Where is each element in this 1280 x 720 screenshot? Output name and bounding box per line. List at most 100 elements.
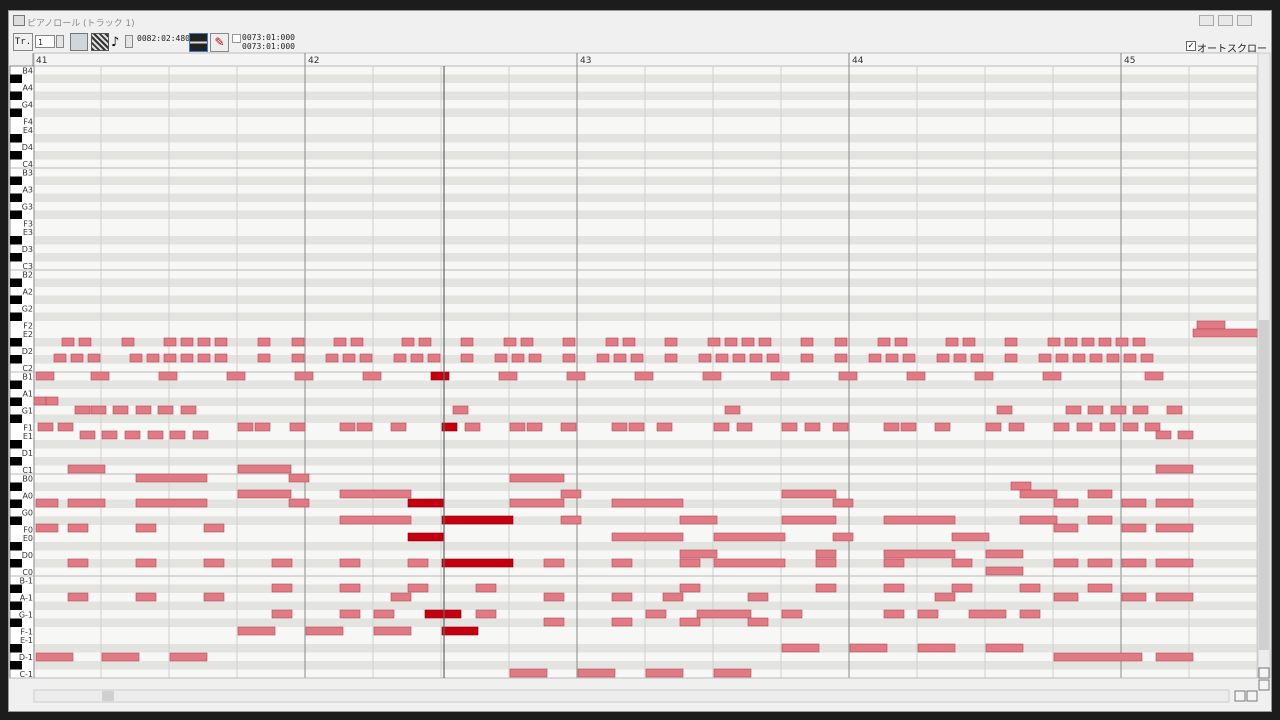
note[interactable] (951, 558, 973, 568)
note[interactable] (747, 617, 769, 627)
note[interactable] (410, 353, 424, 363)
note[interactable] (883, 609, 905, 619)
note[interactable] (611, 422, 628, 432)
track-number-input[interactable]: 1 (35, 35, 55, 48)
note[interactable] (237, 626, 276, 636)
note[interactable] (135, 405, 152, 415)
note[interactable] (679, 558, 701, 568)
note[interactable] (1123, 353, 1137, 363)
note[interactable] (401, 337, 415, 347)
note[interactable] (157, 405, 174, 415)
note[interactable] (57, 422, 74, 432)
note[interactable] (894, 337, 908, 347)
note[interactable] (441, 422, 458, 432)
note[interactable] (342, 353, 356, 363)
note[interactable] (917, 643, 956, 653)
note[interactable] (883, 558, 905, 568)
note[interactable] (427, 353, 441, 363)
note[interactable] (78, 337, 92, 347)
vzoom-out-button[interactable] (1258, 667, 1270, 679)
note[interactable] (611, 592, 633, 602)
note[interactable] (390, 592, 412, 602)
note[interactable] (407, 558, 429, 568)
note[interactable] (970, 353, 984, 363)
note[interactable] (747, 592, 769, 602)
note[interactable] (1004, 353, 1018, 363)
note[interactable] (1106, 353, 1120, 363)
note[interactable] (1076, 422, 1093, 432)
note[interactable] (1155, 558, 1194, 568)
note[interactable] (951, 532, 990, 542)
note[interactable] (883, 549, 956, 559)
note[interactable] (203, 523, 225, 533)
note[interactable] (664, 353, 678, 363)
range-checkbox[interactable] (232, 34, 241, 43)
note[interactable] (1144, 371, 1164, 381)
note[interactable] (832, 422, 849, 432)
note[interactable] (766, 353, 780, 363)
note[interactable] (1140, 353, 1154, 363)
note[interactable] (611, 617, 633, 627)
note[interactable] (781, 422, 798, 432)
note[interactable] (163, 337, 177, 347)
note[interactable] (1155, 592, 1194, 602)
note[interactable] (1121, 523, 1147, 533)
note[interactable] (441, 515, 514, 525)
note[interactable] (815, 558, 837, 568)
vertical-scroll-thumb[interactable] (1259, 320, 1269, 650)
note[interactable] (1042, 371, 1062, 381)
note[interactable] (1019, 515, 1058, 525)
note[interactable] (996, 405, 1013, 415)
note[interactable] (339, 583, 361, 593)
note[interactable] (781, 609, 803, 619)
note[interactable] (74, 405, 91, 415)
note[interactable] (1019, 583, 1041, 593)
note[interactable] (736, 422, 753, 432)
note[interactable] (1087, 558, 1113, 568)
note[interactable] (135, 473, 208, 483)
note[interactable] (715, 353, 729, 363)
view-button[interactable] (189, 33, 208, 52)
note[interactable] (407, 583, 429, 593)
note[interactable] (271, 583, 293, 593)
note[interactable] (407, 498, 445, 508)
note[interactable] (494, 353, 508, 363)
note[interactable] (1177, 430, 1194, 440)
note[interactable] (1072, 353, 1086, 363)
note[interactable] (698, 353, 712, 363)
note[interactable] (1132, 405, 1149, 415)
note[interactable] (288, 473, 310, 483)
note[interactable] (883, 422, 900, 432)
note[interactable] (254, 422, 271, 432)
note[interactable] (1121, 592, 1147, 602)
note[interactable] (713, 422, 730, 432)
note[interactable] (430, 371, 450, 381)
note[interactable] (197, 353, 211, 363)
note[interactable] (781, 489, 837, 499)
note[interactable] (885, 353, 899, 363)
note[interactable] (289, 422, 306, 432)
note[interactable] (662, 592, 684, 602)
horizontal-scroll-thumb[interactable] (102, 691, 114, 701)
note[interactable] (1099, 422, 1116, 432)
note[interactable] (124, 430, 141, 440)
note[interactable] (679, 583, 701, 593)
note[interactable] (169, 652, 208, 662)
note[interactable] (630, 353, 644, 363)
note[interactable] (917, 609, 939, 619)
note[interactable] (1053, 498, 1079, 508)
note[interactable] (257, 337, 271, 347)
note[interactable] (596, 353, 610, 363)
note[interactable] (560, 489, 582, 499)
note[interactable] (577, 668, 616, 678)
note[interactable] (257, 353, 271, 363)
note[interactable] (339, 609, 361, 619)
note[interactable] (418, 337, 432, 347)
note[interactable] (146, 353, 160, 363)
note[interactable] (1008, 422, 1025, 432)
note[interactable] (815, 583, 837, 593)
note[interactable] (393, 353, 407, 363)
note[interactable] (1121, 558, 1147, 568)
note[interactable] (974, 371, 994, 381)
note[interactable] (634, 371, 654, 381)
